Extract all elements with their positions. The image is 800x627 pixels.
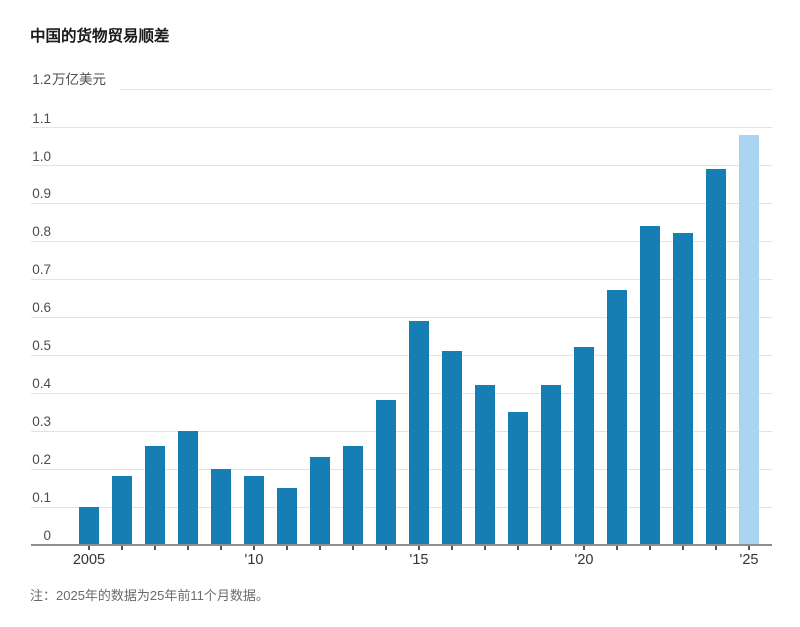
bar-2007 [145,445,165,545]
bar-2012 [310,457,330,545]
y-axis-label: 0.6 [32,300,51,316]
chart-title: 中国的货物贸易顺差 [30,28,170,45]
y-axis-label: 0 [43,528,51,543]
x-axis-label: '15 [409,552,429,568]
x-tick [286,546,288,550]
bar-2025 [739,134,759,545]
bar-2011 [277,487,297,545]
gridline [31,203,772,204]
y-axis-label: 0.2 [32,452,51,468]
x-tick [88,546,90,550]
x-tick [187,546,189,550]
bar-2005 [79,506,99,545]
x-axis-label: 2005 [72,552,106,568]
gridline [31,165,772,166]
x-tick [517,546,519,550]
bar-2009 [211,468,231,545]
x-tick [319,546,321,550]
bar-2008 [178,430,198,545]
gridline [31,506,772,508]
bar-2016 [442,351,462,545]
bar-2020 [574,347,594,545]
bar-2021 [607,290,627,545]
bar-2018 [508,411,528,545]
y-axis-label: 1.1 [32,110,51,126]
x-tick [550,546,552,550]
bar-2017 [475,385,495,545]
x-tick [649,546,651,550]
x-tick [682,546,684,550]
x-tick [451,546,453,550]
bar-2023 [673,233,693,545]
x-tick [484,546,486,550]
y-axis-label: 0.8 [32,224,51,240]
y-axis-label: 0.7 [32,262,51,278]
y-axis-label: 0.3 [32,414,51,430]
y-axis-label: 0.4 [32,376,51,392]
x-tick [154,546,156,550]
x-tick [616,546,618,550]
y-axis-label: 0.5 [32,338,51,354]
bar-2019 [541,385,561,545]
footnote: 注：2025年的数据为25年前11个月数据。 [30,588,269,603]
bar-2024 [706,168,726,545]
x-tick [352,546,354,550]
gridline [120,89,772,91]
gridline [31,392,772,394]
gridline [31,240,772,242]
gridline [31,430,772,432]
bar-2006 [112,476,132,545]
x-tick [220,546,222,550]
gridline [31,278,772,280]
x-tick [418,546,420,550]
bar-2010 [244,476,264,545]
x-axis-label: '20 [574,552,594,568]
x-tick [715,546,717,550]
x-tick [385,546,387,550]
gridline [31,468,772,470]
y-axis-label: 0.1 [32,490,51,506]
x-tick [583,546,585,550]
y-tick-top-label: 1.2 [32,72,51,87]
gridline [31,127,772,129]
y-axis-unit: 万亿美元 [52,72,106,87]
x-axis-label: '10 [244,552,264,568]
bar-2015 [409,320,429,545]
bar-2013 [343,445,363,545]
x-tick [253,546,255,550]
gridline [31,354,772,356]
y-axis-label: 1.0 [32,148,51,164]
bar-2022 [640,225,660,545]
y-axis-label: 0.9 [32,186,51,202]
x-tick [748,546,750,550]
y-axis-unit-label: 1.2万亿美元 [7,71,106,88]
x-axis-label: '25 [739,552,759,568]
x-tick [121,546,123,550]
bar-2014 [376,400,396,545]
gridline [31,316,772,318]
x-axis-line [31,543,772,546]
